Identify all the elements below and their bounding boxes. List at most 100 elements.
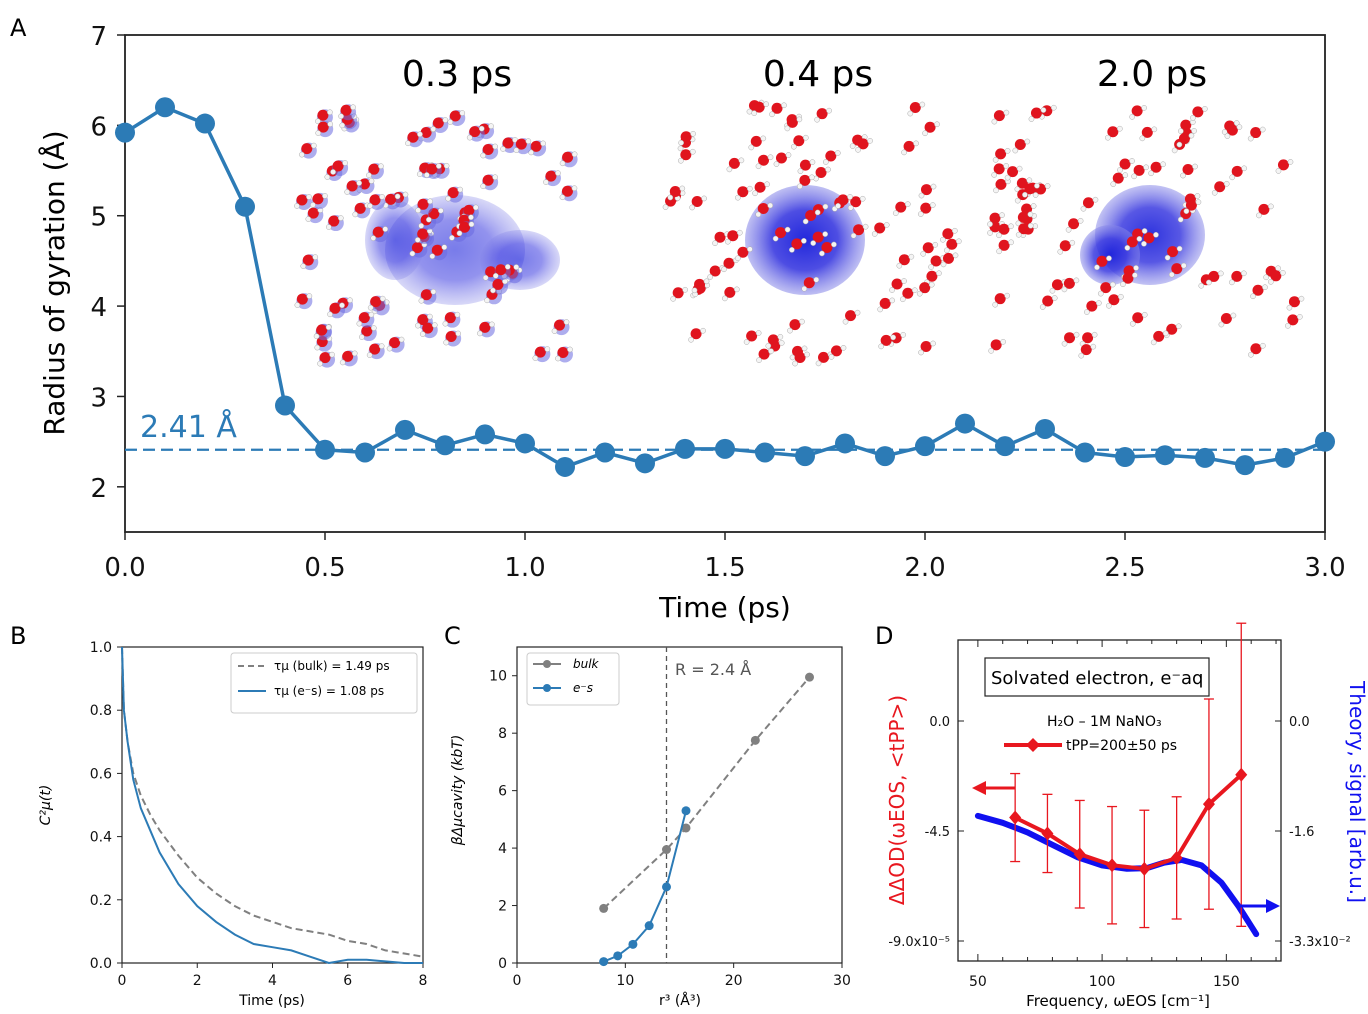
hydrogen-atom [1024, 138, 1031, 145]
hydrogen-atom [457, 186, 464, 193]
hydrogen-atom [768, 348, 774, 354]
oxygen-atom [1108, 294, 1120, 306]
oxygen-atom [1080, 344, 1092, 356]
oxygen-atom [1016, 177, 1028, 189]
hydrogen-atom [996, 232, 1002, 239]
hydrogen-atom [751, 110, 758, 117]
oxygen-atom [317, 121, 329, 133]
oxygen-atom [1112, 172, 1124, 184]
oxygen-atom [1166, 323, 1178, 335]
panel-a-axes: 0.0 0.5 1.0 1.5 2.0 2.5 3.0 2 3 4 5 6 7 [90, 22, 1345, 583]
hydrogen-atom [952, 252, 959, 259]
oxygen-atom [758, 348, 770, 360]
y-tick-label: 0 [498, 956, 507, 972]
hydrogen-atom [867, 137, 873, 144]
hydrogen-atom [417, 131, 423, 138]
hydrogen-atom [513, 147, 520, 154]
oxygen-atom [407, 131, 419, 143]
oxygen-atom [998, 223, 1010, 235]
oxygen-atom [1082, 332, 1094, 344]
hydrogen-atom [306, 194, 312, 200]
hydrogen-atom [992, 301, 999, 308]
y-tick-label-right: -1.6 [1289, 825, 1314, 840]
theory-line [974, 812, 1260, 938]
oxygen-atom [1231, 165, 1243, 177]
oxygen-atom [837, 194, 849, 206]
hydrogen-atom [809, 159, 816, 166]
oxygen-atom [1131, 105, 1143, 117]
hydrogen-atom [748, 144, 755, 151]
y-tick-label: 7 [90, 22, 107, 52]
hydrogen-atom [746, 108, 753, 115]
hydrogen-atom [1022, 191, 1028, 198]
hydrogen-atom [1143, 164, 1149, 171]
hydrogen-atom [815, 360, 822, 367]
sample-box-label: Solvated electron, e⁻aq [991, 668, 1203, 689]
data-point [599, 903, 609, 913]
hydrogen-atom [367, 304, 374, 311]
oxygen-atom [422, 322, 434, 334]
hydrogen-atom [934, 121, 940, 128]
hydrogen-atom [1051, 295, 1058, 301]
hydrogen-atom [1180, 172, 1186, 179]
data-point [115, 122, 135, 143]
data-point [1035, 418, 1055, 439]
hydrogen-atom [402, 191, 409, 198]
hydrogen-atom [1077, 217, 1084, 224]
hydrogen-atom [322, 193, 328, 199]
hydrogen-atom [500, 146, 506, 152]
hydrogen-atom [1014, 197, 1021, 204]
hydrogen-atom [908, 253, 915, 260]
oxygen-atom [1017, 211, 1029, 223]
hydrogen-atom [1188, 132, 1195, 139]
hydrogen-atom [726, 166, 733, 173]
hydrogen-atom [1217, 270, 1224, 277]
hydrogen-atom [351, 350, 358, 357]
hydrogen-atom [987, 221, 993, 227]
snapshot-image-0-3ps [294, 104, 578, 368]
x-tick-label: 0 [513, 973, 522, 989]
hydrogen-atom [378, 163, 384, 170]
hydrogen-atom [1259, 126, 1266, 133]
hydrogen-atom [712, 240, 718, 247]
hydrogen-atom [1141, 240, 1147, 247]
hydrogen-atom [1097, 290, 1104, 297]
oxygen-atom [1220, 313, 1232, 325]
y-tick-label-left: -4.5 [925, 825, 950, 840]
hydrogen-atom [855, 146, 861, 153]
hydrogen-atom [670, 295, 677, 302]
data-point [315, 439, 335, 460]
hydrogen-atom [1223, 180, 1230, 187]
hydrogen-atom [1044, 183, 1051, 189]
oxygen-atom [680, 131, 692, 143]
hydrogen-atom [466, 134, 473, 141]
oxygen-atom [924, 121, 936, 133]
panel-d-ylabel-right: Theory, signal [arb.u.] [1345, 680, 1368, 903]
hydrogen-atom [414, 237, 421, 243]
oxygen-atom [319, 352, 331, 364]
x-tick-label: 10 [616, 973, 634, 989]
hydrogen-atom [559, 194, 566, 201]
panel-b-axes: 0 2 4 6 8 0.0 0.2 0.4 0.6 0.8 1.0 [90, 640, 428, 989]
oxygen-atom [1051, 279, 1063, 291]
oxygen-atom [821, 241, 833, 253]
hydrogen-atom [1032, 192, 1039, 198]
y-tick-label: 0.2 [90, 893, 112, 909]
hydrogen-atom [1248, 351, 1254, 358]
data-point [644, 921, 654, 931]
oxygen-atom [1171, 263, 1183, 275]
series-line [124, 105, 1326, 469]
hydrogen-atom [772, 235, 779, 242]
hydrogen-atom [559, 160, 566, 167]
oxygen-atom [691, 195, 703, 207]
data-point [1170, 850, 1183, 865]
hydrogen-atom [1151, 126, 1158, 133]
hydrogen-atom [1027, 211, 1034, 218]
hydrogen-atom [525, 138, 532, 145]
hydrogen-atom [1177, 216, 1184, 223]
hydrogen-atom [913, 140, 919, 147]
hydrogen-atom [366, 172, 372, 179]
oxygen-atom [368, 163, 380, 175]
hydrogen-atom [367, 203, 373, 209]
hydrogen-atom [688, 336, 694, 343]
